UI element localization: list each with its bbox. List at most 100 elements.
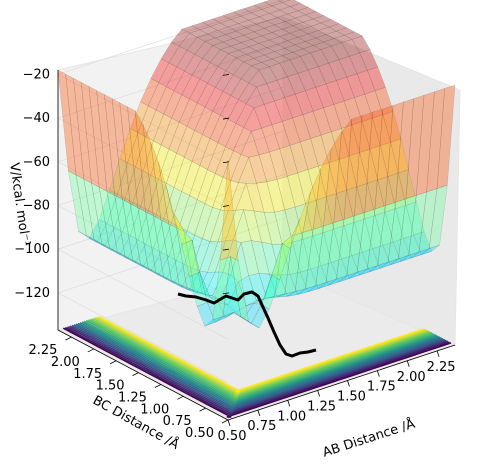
pane-gridline [57, 173, 286, 250]
surface-patch [287, 73, 306, 95]
surface-patch [392, 238, 412, 262]
surface-patch [251, 240, 270, 275]
surface-patch [158, 162, 177, 229]
y-axis-line [57, 329, 229, 421]
surface-patch [294, 203, 314, 240]
surface-patch [238, 82, 257, 104]
surface-patch [271, 55, 291, 64]
surface-patch [364, 90, 384, 119]
y-tick-mark [87, 348, 94, 353]
surface-patch [318, 162, 337, 198]
surface-patch [204, 316, 224, 327]
surface-patch [294, 90, 314, 115]
z-tick-mark [222, 292, 230, 295]
surface-patch [248, 43, 268, 52]
surface-patch [230, 154, 249, 183]
surface-patch [310, 265, 329, 289]
y-tick-label: 1.50 [96, 379, 125, 394]
surface-patch [204, 37, 224, 46]
surface-patch [266, 293, 285, 299]
surface-patch [109, 158, 128, 195]
surface-patch [204, 173, 224, 208]
surface-patch [387, 198, 407, 263]
surface-patch [184, 234, 203, 269]
surface-patch [269, 62, 288, 81]
surface-patch [245, 86, 265, 109]
surface-patch [248, 69, 268, 88]
surface-patch [150, 58, 170, 83]
surface-patch [189, 165, 208, 200]
surface-patch [83, 178, 103, 245]
surface-patch [173, 213, 193, 245]
y-tick-mark [132, 372, 139, 376]
x-tick-label: 2.25 [427, 360, 456, 375]
surface-patch [336, 189, 355, 226]
surface-patch [276, 13, 296, 22]
surface-patch [240, 12, 260, 21]
surface-patch [165, 260, 185, 284]
x-tick-label: 1.00 [277, 409, 306, 424]
contour-line [90, 318, 431, 399]
surface-patch [374, 87, 394, 115]
surface-patch [361, 248, 381, 272]
surface-patch [248, 273, 267, 302]
surface-patch [181, 267, 200, 291]
surface-patch [305, 225, 324, 290]
surface-patch [279, 32, 299, 41]
surface-patch [328, 275, 347, 286]
surface-patch [328, 23, 348, 32]
surface-patch [307, 66, 327, 88]
surface-patch [320, 131, 340, 164]
surface-patch [142, 140, 162, 176]
z-tick-label: −40 [23, 111, 50, 126]
surface-patch [263, 24, 283, 33]
surface-patch [220, 95, 239, 120]
surface-patch [132, 170, 152, 207]
surface-patch [88, 219, 108, 243]
surface-patch [109, 247, 128, 259]
surface-patch [207, 66, 226, 88]
x-tick-label: 0.75 [247, 419, 276, 434]
surface-patch [171, 280, 190, 291]
surface-patch [188, 29, 209, 38]
contour-line [96, 316, 427, 394]
surface-patch [312, 15, 332, 24]
surface-patch [93, 239, 113, 251]
surface-patch [217, 301, 237, 318]
surface-patch [395, 205, 415, 239]
pane-gridline [57, 86, 286, 163]
contour-line [71, 324, 446, 412]
surface-patch [253, 274, 273, 305]
surface-patch [225, 57, 244, 75]
surface-patch [222, 11, 242, 20]
surface-patch [323, 131, 342, 227]
surface-patch [145, 214, 164, 249]
surface-patch [158, 62, 177, 87]
surface-patch [354, 93, 373, 122]
surface-patch [281, 241, 301, 275]
x-tick-mark [406, 360, 410, 367]
surface-patch [233, 127, 252, 155]
surface-patch [153, 218, 172, 253]
surface-patch [178, 32, 198, 51]
surface-patch [227, 23, 247, 32]
surface-patch [395, 98, 414, 203]
surface-patch [117, 251, 136, 263]
surface-patch [142, 247, 162, 272]
surface-patch [292, 191, 311, 236]
surface-patch [405, 201, 425, 236]
surface-patch [385, 101, 404, 206]
surface-patch [261, 5, 281, 14]
surface-patch [129, 206, 149, 241]
surface-patch [323, 38, 343, 47]
pane-gridline [57, 74, 229, 165]
surface-patch [251, 127, 270, 156]
surface-patch [155, 272, 175, 284]
surface-patch [294, 229, 314, 292]
surface-patch [279, 6, 299, 15]
surface-patch [73, 77, 92, 184]
potential-surface [57, 0, 456, 329]
surface-patch [328, 59, 348, 81]
surface-patch [359, 265, 378, 276]
contour-line [81, 321, 438, 405]
